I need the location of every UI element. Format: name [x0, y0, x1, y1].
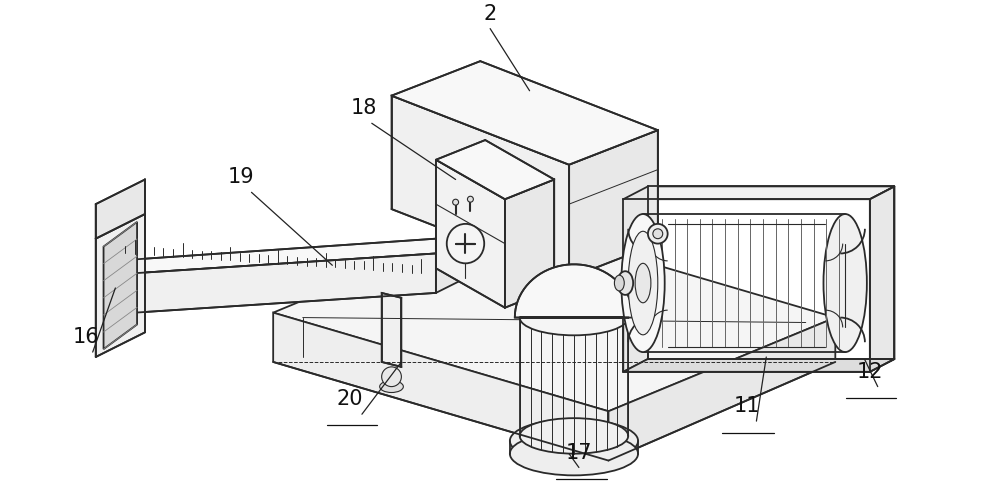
Polygon shape	[608, 318, 835, 460]
Ellipse shape	[380, 381, 403, 392]
Text: 12: 12	[857, 362, 883, 382]
Text: 18: 18	[351, 98, 377, 118]
Polygon shape	[392, 61, 658, 165]
Text: 20: 20	[337, 389, 363, 409]
Polygon shape	[96, 214, 145, 357]
Polygon shape	[436, 140, 554, 199]
Polygon shape	[623, 186, 648, 372]
Polygon shape	[436, 160, 505, 308]
Polygon shape	[135, 238, 436, 273]
Ellipse shape	[520, 300, 628, 335]
Ellipse shape	[823, 214, 867, 352]
Ellipse shape	[453, 199, 459, 205]
Polygon shape	[505, 179, 554, 308]
Polygon shape	[96, 179, 145, 238]
Polygon shape	[623, 359, 894, 372]
Ellipse shape	[520, 418, 628, 454]
Ellipse shape	[648, 224, 668, 243]
Polygon shape	[569, 130, 658, 278]
Text: 16: 16	[72, 327, 99, 347]
Polygon shape	[273, 313, 608, 460]
Text: 19: 19	[227, 167, 254, 187]
Polygon shape	[515, 265, 633, 318]
Ellipse shape	[510, 419, 638, 462]
Polygon shape	[273, 219, 835, 411]
Ellipse shape	[614, 275, 624, 291]
Ellipse shape	[447, 224, 484, 264]
Polygon shape	[392, 96, 569, 278]
Polygon shape	[382, 293, 401, 367]
Text: 17: 17	[566, 442, 592, 462]
Ellipse shape	[621, 214, 665, 352]
Ellipse shape	[653, 229, 663, 238]
Ellipse shape	[467, 196, 473, 202]
Ellipse shape	[628, 231, 658, 335]
Ellipse shape	[382, 367, 401, 387]
Polygon shape	[623, 186, 894, 199]
Ellipse shape	[617, 271, 633, 295]
Polygon shape	[135, 254, 436, 313]
Polygon shape	[436, 224, 465, 293]
Polygon shape	[104, 222, 137, 349]
Text: 11: 11	[733, 396, 760, 416]
Ellipse shape	[635, 264, 651, 303]
Ellipse shape	[510, 432, 638, 475]
Polygon shape	[870, 186, 894, 372]
Text: 2: 2	[484, 4, 497, 24]
